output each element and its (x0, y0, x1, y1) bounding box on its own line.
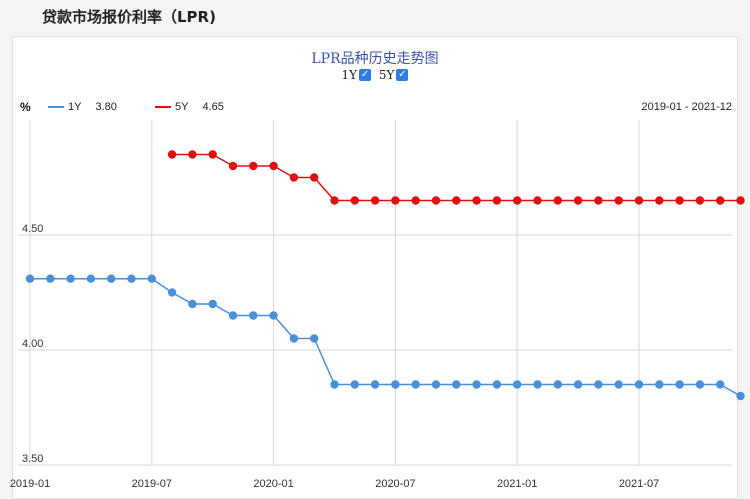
legend-item-5y[interactable]: 5Y 4.65 (155, 101, 224, 113)
data-point-5y[interactable] (188, 150, 197, 159)
data-point-5y[interactable] (208, 150, 217, 159)
data-point-5y[interactable] (675, 196, 684, 205)
data-point-5y[interactable] (634, 196, 644, 205)
data-point-5y[interactable] (452, 196, 461, 205)
data-point-5y[interactable] (350, 196, 359, 205)
toggle-5y-label: 5Y (378, 68, 395, 82)
data-point-5y[interactable] (513, 196, 522, 205)
data-point-1y[interactable] (513, 380, 522, 389)
data-point-1y[interactable] (634, 380, 644, 389)
toggle-1y-label: 1Y (341, 68, 358, 82)
data-point-1y[interactable] (350, 380, 359, 389)
data-point-1y[interactable] (167, 288, 177, 297)
data-point-5y[interactable] (472, 196, 481, 205)
page-title: 贷款市场报价利率（LPR) (42, 8, 216, 26)
data-point-1y[interactable] (614, 380, 623, 389)
x-tick-label: 2020-01 (253, 478, 293, 490)
y-tick-label: 4.50 (22, 223, 43, 235)
data-point-1y[interactable] (716, 380, 725, 389)
data-point-1y[interactable] (269, 311, 278, 320)
data-point-1y[interactable] (594, 380, 603, 389)
data-point-5y[interactable] (391, 196, 400, 205)
data-point-5y[interactable] (411, 196, 420, 205)
x-tick-label: 2020-07 (375, 478, 415, 490)
y-axis-unit: % (20, 100, 31, 114)
data-point-1y[interactable] (533, 380, 542, 389)
data-point-1y[interactable] (289, 334, 299, 343)
legend-item-1y[interactable]: 1Y 3.80 (48, 101, 117, 113)
legend-swatch-1y (48, 106, 64, 108)
data-point-1y[interactable] (492, 380, 502, 389)
chart-title: LPR品种历史走势图 (311, 51, 439, 67)
legend-swatch-5y (155, 106, 171, 108)
data-point-1y[interactable] (573, 380, 583, 389)
data-point-1y[interactable] (411, 380, 420, 389)
data-point-5y[interactable] (716, 196, 725, 205)
data-point-5y[interactable] (614, 196, 623, 205)
data-point-5y[interactable] (573, 196, 583, 205)
checkbox-checked-icon[interactable]: ✓ (359, 69, 372, 81)
data-point-5y[interactable] (228, 161, 238, 171)
data-point-5y[interactable] (330, 196, 339, 205)
x-tick-label: 2021-01 (497, 478, 537, 490)
data-point-1y[interactable] (147, 274, 156, 283)
legend-value-5y: 4.65 (202, 101, 224, 113)
date-range: 2019-01 - 2021-12 (641, 101, 732, 113)
data-point-1y[interactable] (66, 274, 75, 283)
data-point-1y[interactable] (107, 274, 116, 283)
data-point-5y[interactable] (370, 196, 380, 205)
data-point-5y[interactable] (492, 196, 502, 205)
data-point-5y[interactable] (269, 161, 278, 171)
x-tick-label: 2019-07 (132, 478, 172, 490)
data-point-1y[interactable] (25, 274, 35, 283)
legend-value-1y: 3.80 (95, 101, 117, 113)
checkbox-checked-icon[interactable]: ✓ (396, 69, 409, 81)
data-point-1y[interactable] (127, 274, 136, 283)
data-point-1y[interactable] (452, 380, 461, 389)
data-point-5y[interactable] (431, 196, 441, 205)
data-point-1y[interactable] (86, 274, 96, 283)
data-point-1y[interactable] (228, 311, 238, 320)
x-tick-label: 2021-07 (619, 478, 659, 490)
y-tick-label: 3.50 (22, 453, 43, 465)
data-point-5y[interactable] (249, 161, 258, 171)
data-point-1y[interactable] (391, 380, 400, 389)
legend-name-5y: 5Y (175, 101, 189, 113)
data-point-5y[interactable] (167, 150, 177, 159)
data-point-5y[interactable] (695, 196, 705, 205)
data-point-1y[interactable] (249, 311, 258, 320)
legend-name-1y: 1Y (68, 101, 82, 113)
series-toggles: 1Y ✓ 5Y ✓ (0, 68, 750, 82)
data-point-1y[interactable] (208, 299, 217, 309)
data-point-1y[interactable] (695, 380, 705, 389)
data-point-1y[interactable] (675, 380, 684, 389)
data-point-1y[interactable] (736, 391, 745, 401)
data-point-1y[interactable] (431, 380, 441, 389)
series-line-5y (172, 153, 741, 202)
data-point-1y[interactable] (310, 334, 319, 343)
data-point-1y[interactable] (472, 380, 481, 389)
data-point-5y[interactable] (594, 196, 603, 205)
x-tick-label: 2019-01 (10, 478, 50, 490)
y-tick-label: 4.00 (22, 338, 43, 350)
data-point-5y[interactable] (533, 196, 542, 205)
data-point-1y[interactable] (330, 380, 339, 389)
data-point-1y[interactable] (655, 380, 664, 389)
toggle-1y[interactable]: 1Y ✓ (342, 68, 372, 82)
toggle-5y[interactable]: 5Y ✓ (379, 68, 409, 82)
data-point-1y[interactable] (188, 299, 197, 309)
series-line-1y (30, 277, 741, 397)
data-point-5y[interactable] (310, 173, 319, 182)
data-point-5y[interactable] (553, 196, 562, 205)
data-point-5y[interactable] (655, 196, 664, 205)
data-point-1y[interactable] (46, 274, 55, 283)
data-point-5y[interactable] (289, 173, 299, 182)
data-point-1y[interactable] (553, 380, 562, 389)
data-point-1y[interactable] (370, 380, 380, 389)
chart-panel (12, 36, 738, 499)
data-point-5y[interactable] (736, 196, 745, 205)
